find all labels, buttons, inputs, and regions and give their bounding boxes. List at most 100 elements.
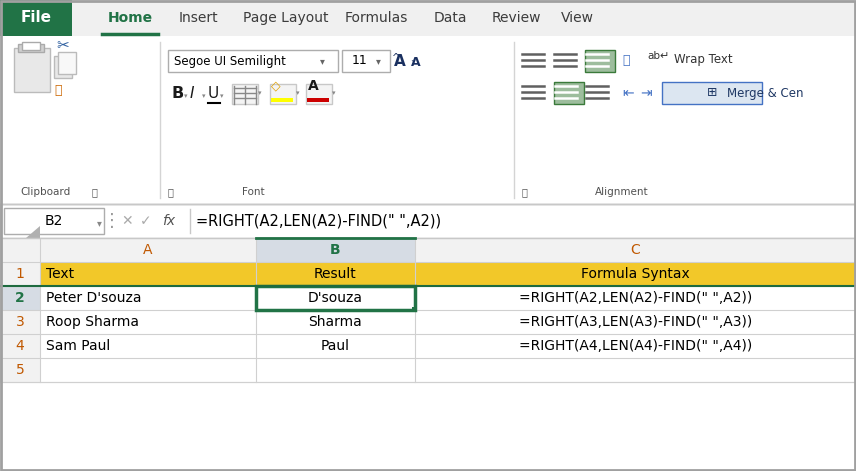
Bar: [306, 84, 332, 104]
Text: Roop Sharma: Roop Sharma: [46, 315, 139, 329]
Bar: [0, 0, 856, 36]
Text: I: I: [190, 86, 194, 100]
Polygon shape: [26, 226, 40, 238]
Text: A: A: [394, 54, 406, 68]
Bar: [256, 358, 415, 382]
Bar: [270, 84, 296, 104]
Text: B: B: [330, 243, 341, 257]
Bar: [4, 208, 104, 234]
Bar: [18, 44, 44, 52]
Text: 3: 3: [15, 315, 24, 329]
Bar: [58, 52, 76, 74]
Text: 2: 2: [15, 291, 25, 305]
Bar: [0, 286, 40, 310]
Text: Formulas: Formulas: [344, 11, 407, 25]
Text: ⎘: ⎘: [91, 187, 97, 197]
Bar: [554, 82, 584, 104]
Text: Review: Review: [491, 11, 541, 25]
Text: Paul: Paul: [321, 339, 350, 353]
Bar: [271, 98, 293, 102]
Text: ◇: ◇: [271, 80, 281, 92]
Bar: [256, 310, 415, 334]
Text: 🖌: 🖌: [54, 84, 62, 97]
Text: ▾: ▾: [202, 93, 205, 99]
Bar: [0, 358, 40, 382]
Text: Home: Home: [108, 11, 152, 25]
Text: ▾: ▾: [220, 93, 223, 99]
Text: fx: fx: [162, 214, 175, 228]
Text: 5: 5: [15, 363, 24, 377]
Bar: [0, 204, 856, 238]
Text: A: A: [308, 79, 318, 93]
Bar: [40, 358, 256, 382]
Bar: [256, 334, 415, 358]
Bar: [40, 286, 256, 310]
Text: ▾: ▾: [332, 90, 336, 96]
Text: ⎘: ⎘: [168, 187, 174, 197]
Bar: [0, 0, 72, 36]
Bar: [342, 50, 390, 72]
Bar: [40, 238, 256, 262]
Text: Text: Text: [46, 267, 74, 281]
Bar: [415, 358, 856, 382]
Bar: [415, 262, 856, 286]
Bar: [412, 307, 417, 312]
Text: Result: Result: [314, 267, 357, 281]
Text: ✂: ✂: [56, 39, 68, 54]
Text: ⊞: ⊞: [707, 87, 717, 99]
Bar: [40, 262, 256, 286]
Text: ▾: ▾: [97, 218, 102, 228]
Text: =RIGHT(A2,LEN(A2)-FIND(" ",A2)): =RIGHT(A2,LEN(A2)-FIND(" ",A2)): [196, 213, 441, 228]
Text: ✓: ✓: [140, 214, 152, 228]
Bar: [0, 238, 856, 471]
Text: ⋮: ⋮: [103, 212, 121, 230]
Text: ⇤: ⇤: [622, 86, 633, 100]
Bar: [662, 82, 762, 104]
Text: =RIGHT(A4,LEN(A4)-FIND(" ",A4)): =RIGHT(A4,LEN(A4)-FIND(" ",A4)): [519, 339, 752, 353]
Text: Wrap Text: Wrap Text: [674, 52, 733, 65]
Text: Formula Syntax: Formula Syntax: [581, 267, 690, 281]
Bar: [40, 310, 256, 334]
Bar: [415, 310, 856, 334]
Bar: [307, 98, 329, 102]
Text: ▾: ▾: [258, 90, 261, 96]
Text: C: C: [631, 243, 640, 257]
Text: View: View: [561, 11, 593, 25]
Text: Merge & Cen: Merge & Cen: [727, 87, 804, 99]
Text: ⇥: ⇥: [640, 86, 651, 100]
Bar: [415, 286, 856, 310]
Text: =RIGHT(A3,LEN(A3)-FIND(" ",A3)): =RIGHT(A3,LEN(A3)-FIND(" ",A3)): [519, 315, 752, 329]
Text: Alignment: Alignment: [595, 187, 649, 197]
Bar: [54, 56, 72, 78]
Text: Segoe UI Semilight: Segoe UI Semilight: [174, 55, 286, 67]
Text: Insert: Insert: [178, 11, 217, 25]
Bar: [22, 42, 40, 50]
Bar: [0, 262, 40, 286]
Text: Font: Font: [241, 187, 265, 197]
Bar: [14, 48, 50, 92]
Text: Peter D'souza: Peter D'souza: [46, 291, 141, 305]
Text: =RIGHT(A2,LEN(A2)-FIND(" ",A2)): =RIGHT(A2,LEN(A2)-FIND(" ",A2)): [519, 291, 752, 305]
Bar: [256, 286, 415, 310]
Bar: [0, 36, 856, 204]
Bar: [0, 310, 40, 334]
Text: D'souza: D'souza: [308, 291, 363, 305]
Text: Page Layout: Page Layout: [243, 11, 329, 25]
Text: ↵: ↵: [659, 51, 669, 61]
Text: ▾: ▾: [184, 93, 187, 99]
Text: A: A: [411, 56, 420, 68]
Text: Data: Data: [433, 11, 467, 25]
Bar: [415, 238, 856, 262]
Bar: [256, 238, 415, 262]
Bar: [0, 238, 40, 262]
Bar: [0, 334, 40, 358]
Text: 1: 1: [15, 267, 25, 281]
Text: ab: ab: [647, 51, 660, 61]
Text: ▾: ▾: [296, 90, 300, 96]
Text: 🎨: 🎨: [622, 55, 629, 67]
Text: Clipboard: Clipboard: [21, 187, 71, 197]
Text: U: U: [208, 86, 219, 100]
Bar: [256, 262, 415, 286]
Bar: [232, 84, 258, 104]
Text: Sam Paul: Sam Paul: [46, 339, 110, 353]
